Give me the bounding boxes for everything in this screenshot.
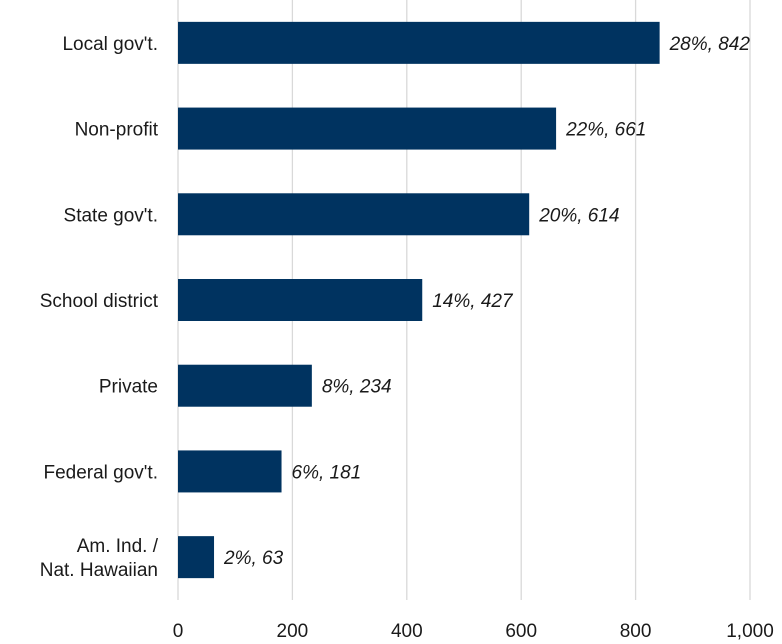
bar bbox=[178, 536, 215, 579]
bar bbox=[178, 107, 557, 150]
bar bbox=[178, 21, 660, 64]
data-labels: 28%, 842 22%, 661 20%, 614 14%, 427 8%, 234 6… bbox=[223, 34, 750, 569]
category-label: State gov't. bbox=[64, 205, 158, 226]
x-axis-tick-labels: 0 200 400 600 800 1,000 bbox=[173, 621, 774, 642]
data-label: 22%, 661 bbox=[565, 120, 646, 141]
data-label: 8%, 234 bbox=[322, 377, 392, 398]
x-tick-label: 400 bbox=[391, 621, 423, 642]
category-label: Federal gov't. bbox=[43, 462, 158, 483]
bar bbox=[178, 279, 423, 321]
category-label: Non-profit bbox=[75, 120, 159, 141]
data-label: 14%, 427 bbox=[432, 291, 514, 312]
x-tick-label: 200 bbox=[277, 621, 309, 642]
category-label: Private bbox=[99, 377, 158, 398]
data-label: 28%, 842 bbox=[669, 34, 751, 55]
category-label: School district bbox=[40, 291, 159, 312]
x-tick-label: 600 bbox=[505, 621, 537, 642]
category-label: Am. Ind. / Nat. Hawaiian bbox=[40, 536, 159, 581]
data-label: 20%, 614 bbox=[538, 205, 619, 226]
category-labels: Local gov't. Non-profit State gov't. School… bbox=[40, 34, 159, 581]
category-label: Local gov't. bbox=[62, 34, 158, 55]
x-tick-label: 800 bbox=[620, 621, 652, 642]
x-tick-label: 0 bbox=[173, 621, 184, 642]
data-label: 2%, 63 bbox=[223, 548, 284, 569]
x-tick-label: 1,000 bbox=[726, 621, 774, 642]
data-label: 6%, 181 bbox=[292, 462, 362, 483]
bar bbox=[178, 364, 312, 407]
bars bbox=[178, 21, 660, 579]
bar bbox=[178, 193, 530, 236]
bar bbox=[178, 450, 282, 493]
